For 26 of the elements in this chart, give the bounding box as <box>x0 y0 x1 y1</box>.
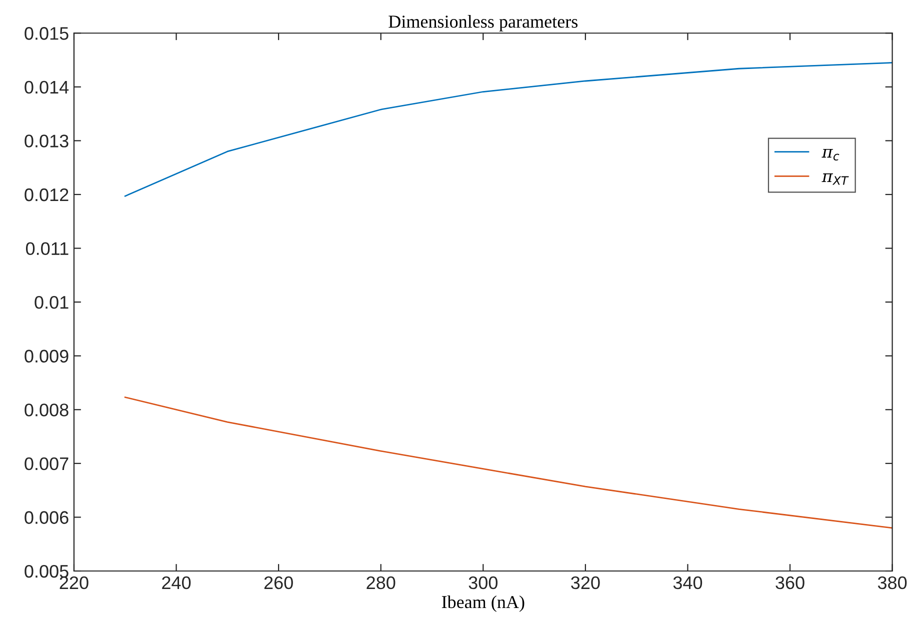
x-tick-label: 380 <box>878 576 907 590</box>
y-tick-label: 0.008 <box>24 404 68 416</box>
x-axis-title: Ibeam (nA) <box>442 595 524 612</box>
y-tick-label: 0.011 <box>26 242 68 255</box>
y-tick-label: 0.005 <box>24 564 68 578</box>
y-tick-label: 0.015 <box>24 27 68 40</box>
line-series <box>124 62 892 197</box>
x-tick-label: 280 <box>366 576 396 590</box>
y-tick-label: 0.007 <box>24 457 68 470</box>
y-tick-label: 0.01 <box>34 296 68 309</box>
chart-title: Dimensionless parameters <box>388 15 578 32</box>
x-tick-label: 220 <box>60 576 88 590</box>
y-tick-label: 0.006 <box>24 511 68 524</box>
legend-label: π$_{c}$ <box>822 148 840 160</box>
x-tick-label: 240 <box>162 576 191 590</box>
legend-label: π$_{XT}$ <box>822 173 849 185</box>
y-tick-label: 0.009 <box>24 350 68 363</box>
y-tick-label: 0.013 <box>24 134 68 148</box>
x-tick-label: 320 <box>571 576 600 590</box>
x-tick-label: 260 <box>264 576 293 590</box>
line-series <box>124 396 892 529</box>
y-tick-label: 0.014 <box>24 80 69 94</box>
y-tick-label: 0.012 <box>24 188 68 202</box>
x-tick-label: 300 <box>468 576 498 590</box>
x-tick-label: 340 <box>673 576 702 590</box>
x-tick-label: 360 <box>776 576 804 590</box>
